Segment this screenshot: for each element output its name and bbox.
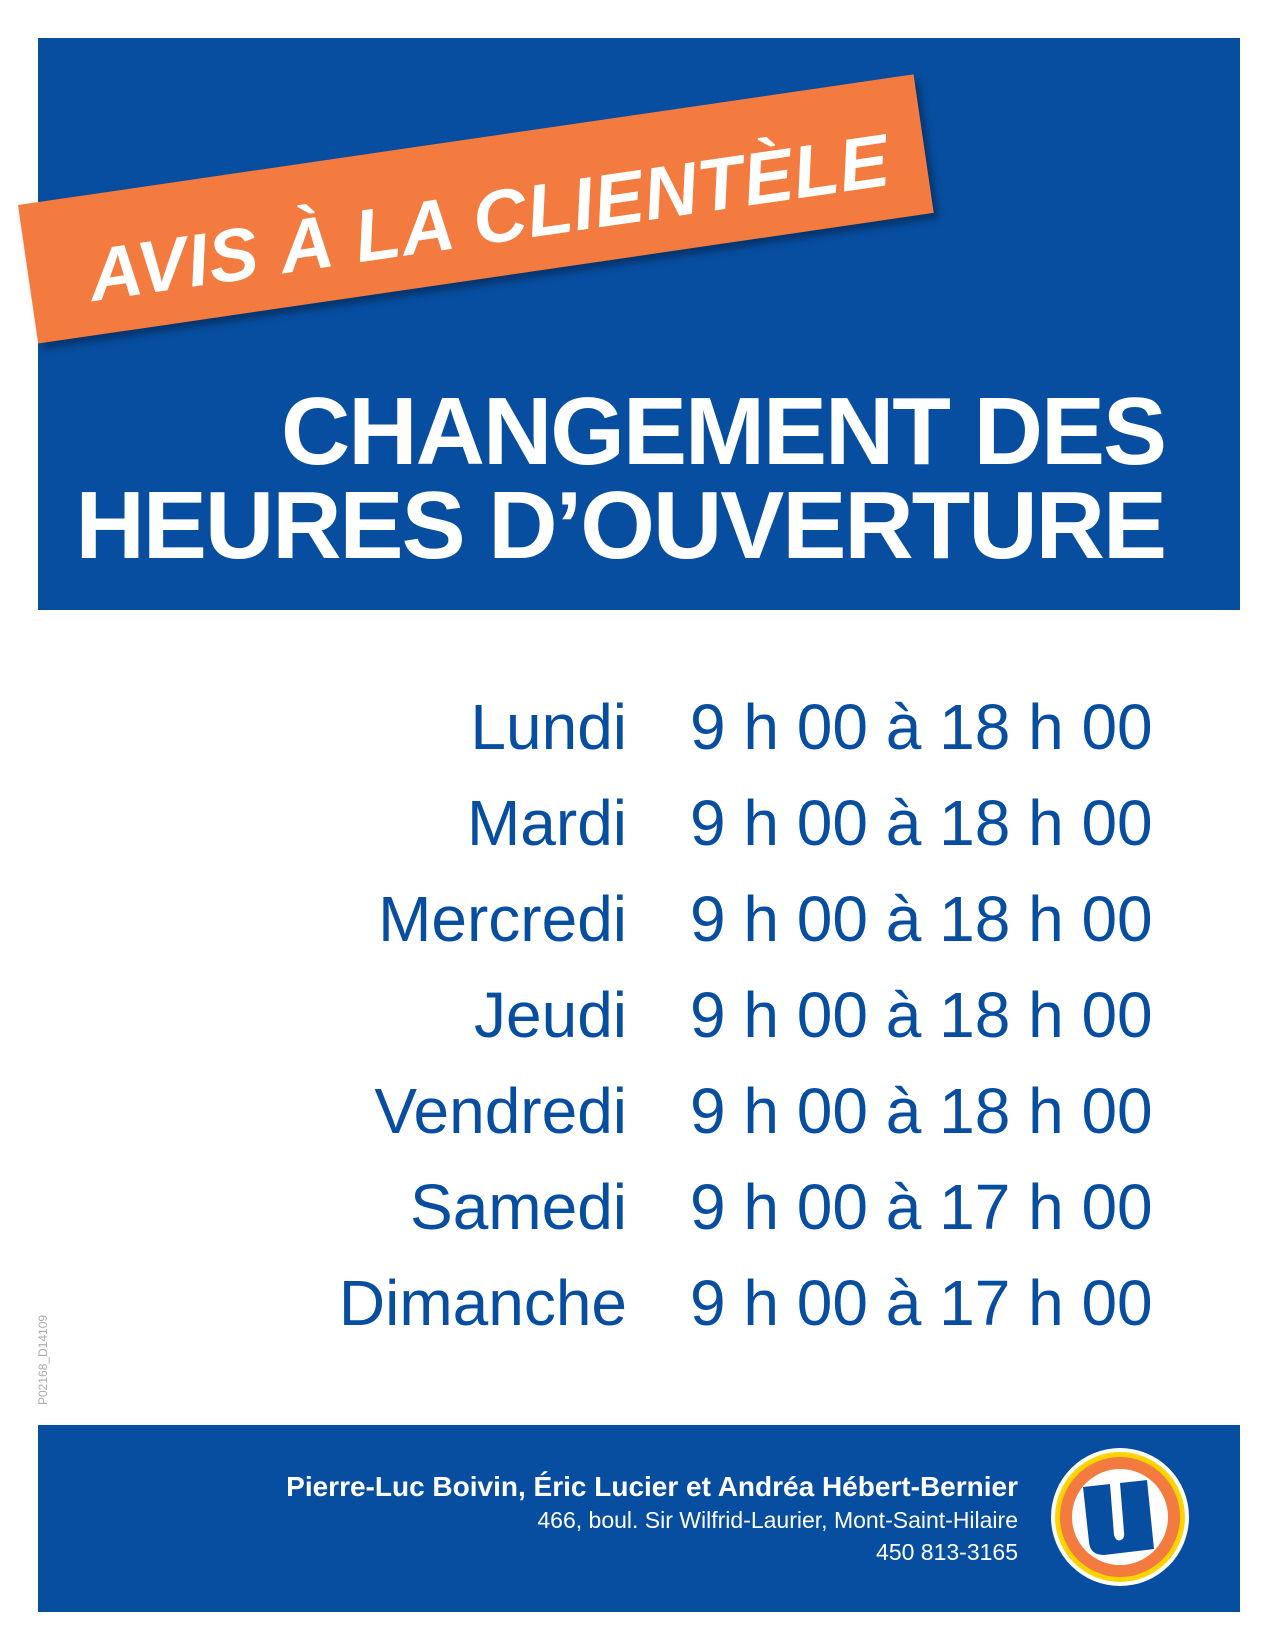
day-label: Vendredi [374,1075,627,1147]
time-range: 9 h 00 à 18 h 00 [690,979,1153,1051]
time-range: 9 h 00 à 18 h 00 [690,787,1153,859]
page-title: CHANGEMENT DES HEURES D’OUVERTURE [75,378,1167,579]
day-label: Dimanche [338,1267,627,1339]
time-range: 9 h 00 à 18 h 00 [690,883,1153,955]
banner-ribbon: AVIS À LA CLIENTÈLE [18,74,934,344]
time-range: 9 h 00 à 18 h 00 [690,1075,1153,1147]
hours-row: Jeudi 9 h 00 à 18 h 00 [0,978,1275,1074]
notice-banner: AVIS À LA CLIENTÈLE [18,74,938,385]
phone: 450 813-3165 [876,1539,1018,1565]
day-label: Mercredi [378,883,627,955]
document-code: P02168_D14109 [36,1314,50,1405]
day-label: Jeudi [474,979,627,1051]
day-label: Lundi [470,691,627,763]
hours-row: Dimanche 9 h 00 à 17 h 00 [0,1266,1275,1362]
time-range: 9 h 00 à 17 h 00 [690,1171,1153,1243]
owners: Pierre-Luc Boivin, Éric Lucier et Andréa… [286,1471,1018,1502]
store-logo-icon [1051,1448,1189,1586]
time-range: 9 h 00 à 18 h 00 [690,691,1153,763]
title-line-1: CHANGEMENT DES [280,378,1167,485]
footer-panel: Pierre-Luc Boivin, Éric Lucier et Andréa… [38,1425,1240,1612]
hours-row: Vendredi 9 h 00 à 18 h 00 [0,1074,1275,1170]
hours-row: Mardi 9 h 00 à 18 h 00 [0,786,1275,882]
banner-text: AVIS À LA CLIENTÈLE [83,118,895,318]
address: 466, boul. Sir Wilfrid-Laurier, Mont-Sai… [537,1507,1018,1533]
hours-row: Samedi 9 h 00 à 17 h 00 [0,1170,1275,1266]
day-label: Samedi [410,1171,627,1243]
title-line-2: HEURES D’OUVERTURE [75,472,1167,579]
time-range: 9 h 00 à 17 h 00 [690,1267,1153,1339]
hours-row: Lundi 9 h 00 à 18 h 00 [0,690,1275,786]
hours-row: Mercredi 9 h 00 à 18 h 00 [0,882,1275,978]
day-label: Mardi [466,787,627,859]
